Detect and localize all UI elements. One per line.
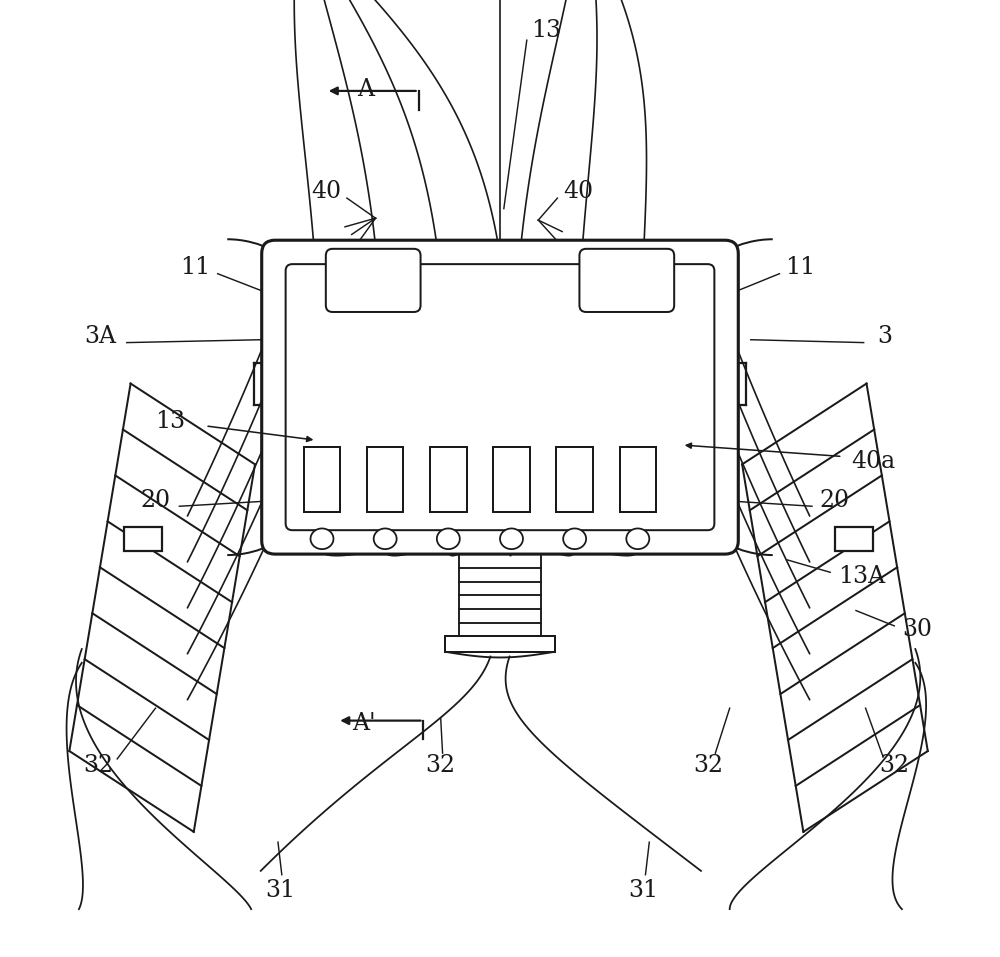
Text: 13A: 13A xyxy=(838,565,885,588)
Bar xyxy=(124,526,162,551)
Ellipse shape xyxy=(626,528,649,549)
Text: 30: 30 xyxy=(902,618,932,641)
Ellipse shape xyxy=(500,528,523,549)
FancyBboxPatch shape xyxy=(262,240,738,554)
Text: 32: 32 xyxy=(879,754,909,777)
Text: 20: 20 xyxy=(140,489,171,512)
Text: 40a: 40a xyxy=(851,450,895,473)
Ellipse shape xyxy=(374,528,397,549)
Bar xyxy=(556,447,593,512)
Text: A: A xyxy=(358,78,375,100)
Ellipse shape xyxy=(311,528,333,549)
FancyBboxPatch shape xyxy=(326,249,421,312)
Text: 3A: 3A xyxy=(84,325,116,348)
Bar xyxy=(493,447,530,512)
Bar xyxy=(835,526,873,551)
Text: 13: 13 xyxy=(155,410,185,433)
Text: 31: 31 xyxy=(628,879,659,901)
Bar xyxy=(304,447,340,512)
Text: 40: 40 xyxy=(311,180,341,203)
Bar xyxy=(430,447,467,512)
Text: A': A' xyxy=(352,712,376,735)
Text: 32: 32 xyxy=(694,754,724,777)
Text: 3: 3 xyxy=(877,325,892,348)
Text: 31: 31 xyxy=(265,879,295,901)
Text: 13: 13 xyxy=(531,19,561,42)
Text: 11: 11 xyxy=(785,256,816,279)
Text: 20: 20 xyxy=(820,489,850,512)
Text: 32: 32 xyxy=(83,754,113,777)
FancyBboxPatch shape xyxy=(579,249,674,312)
Text: 40: 40 xyxy=(563,180,594,203)
Ellipse shape xyxy=(437,528,460,549)
Bar xyxy=(445,636,555,652)
Text: 32: 32 xyxy=(426,754,456,777)
Bar xyxy=(367,447,403,512)
Bar xyxy=(620,447,656,512)
Ellipse shape xyxy=(563,528,586,549)
Text: 11: 11 xyxy=(181,256,211,279)
